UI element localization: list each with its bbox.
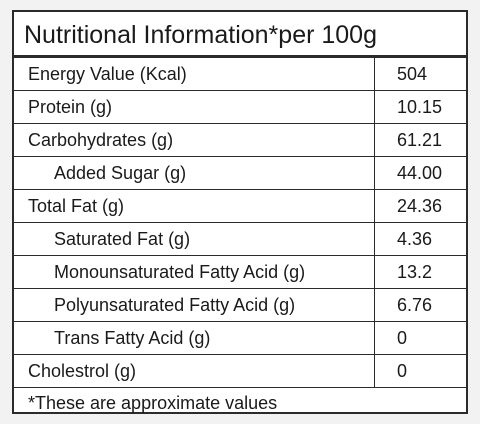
nutrient-value: 44.00 xyxy=(374,156,466,190)
nutrient-name: Monounsaturated Fatty Acid (g) xyxy=(14,255,375,289)
nutrition-rows: Energy Value (Kcal) 504 Protein (g) 10.15 Ca… xyxy=(14,58,466,388)
nutrient-row: Trans Fatty Acid (g) 0 xyxy=(14,321,466,355)
nutrient-value: 24.36 xyxy=(374,189,466,223)
nutrient-row: Monounsaturated Fatty Acid (g) 13.2 xyxy=(14,255,466,289)
nutrient-value: 0 xyxy=(374,354,466,388)
nutrient-name: Total Fat (g) xyxy=(14,189,375,223)
nutrient-value: 10.15 xyxy=(374,90,466,124)
nutrient-row: Protein (g) 10.15 xyxy=(14,90,466,124)
nutrient-row: Added Sugar (g) 44.00 xyxy=(14,156,466,190)
nutrient-value: 61.21 xyxy=(374,123,466,157)
nutrient-name: Carbohydrates (g) xyxy=(14,123,375,157)
nutrient-row: Total Fat (g) 24.36 xyxy=(14,189,466,223)
nutrient-name: Saturated Fat (g) xyxy=(14,222,375,256)
nutrition-table: Energy Value (Kcal) 504 Protein (g) 10.15 Ca… xyxy=(14,58,466,388)
nutrient-value: 4.36 xyxy=(374,222,466,256)
nutrient-name: Cholestrol (g) xyxy=(14,354,375,388)
nutrient-name: Protein (g) xyxy=(14,90,375,124)
nutrient-name: Polyunsaturated Fatty Acid (g) xyxy=(14,288,375,322)
nutrient-name: Energy Value (Kcal) xyxy=(14,58,375,91)
nutrient-row: Energy Value (Kcal) 504 xyxy=(14,58,466,91)
nutrient-value: 0 xyxy=(374,321,466,355)
nutrient-value: 504 xyxy=(374,58,466,91)
nutrient-row: Polyunsaturated Fatty Acid (g) 6.76 xyxy=(14,288,466,322)
nutrient-value: 13.2 xyxy=(374,255,466,289)
nutrient-row: Saturated Fat (g) 4.36 xyxy=(14,222,466,256)
nutrient-row: Carbohydrates (g) 61.21 xyxy=(14,123,466,157)
nutrient-name: Added Sugar (g) xyxy=(14,156,375,190)
nutrient-row: Cholestrol (g) 0 xyxy=(14,354,466,388)
nutrient-value: 6.76 xyxy=(374,288,466,322)
footnote: *These are approximate values xyxy=(28,393,278,413)
nutrition-title: Nutritional Information*per 100g xyxy=(14,12,466,58)
nutrition-panel: Nutritional Information*per 100g Energy … xyxy=(12,10,468,414)
nutrient-name: Trans Fatty Acid (g) xyxy=(14,321,375,355)
